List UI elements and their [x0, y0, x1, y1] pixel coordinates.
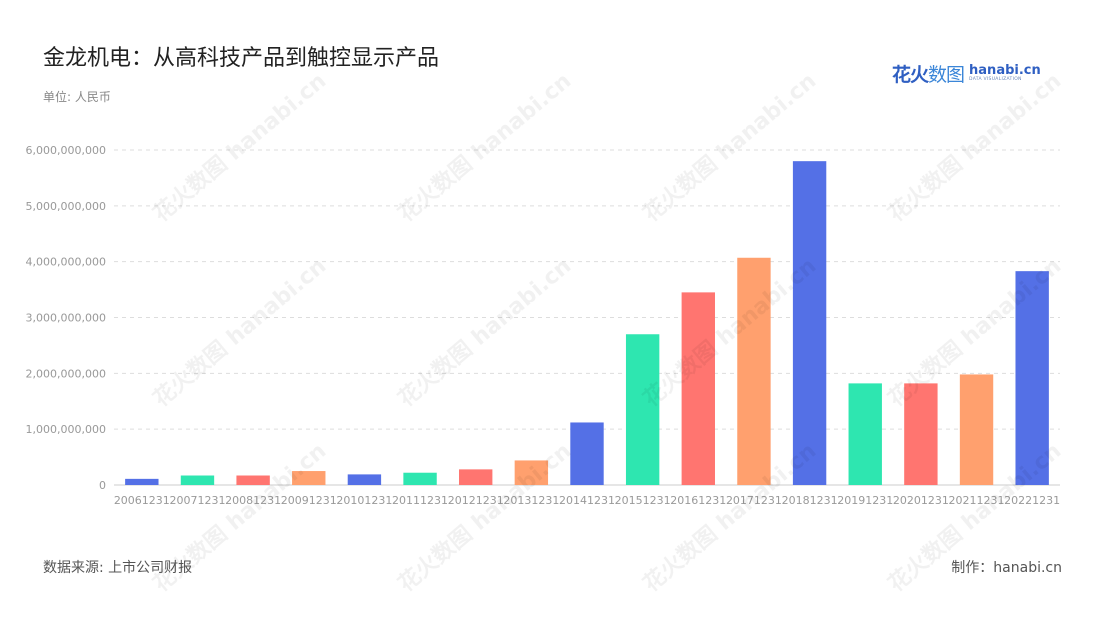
- y-tick-label: 2,000,000,000: [26, 367, 106, 380]
- x-tick-label: 20121231: [448, 494, 504, 507]
- x-tick-label: 20211231: [949, 494, 1005, 507]
- brand-logo-cn: 花火数图: [892, 64, 965, 86]
- x-tick-label: 20081231: [225, 494, 281, 507]
- chart-title: 金龙机电：从高科技产品到触控显示产品: [43, 46, 440, 71]
- bar: [459, 469, 493, 485]
- data-source: 数据来源: 上市公司财报: [43, 560, 193, 576]
- y-tick-label: 5,000,000,000: [26, 200, 106, 213]
- bar: [625, 334, 660, 485]
- bar: [125, 478, 159, 485]
- bar: [347, 474, 382, 485]
- bar: [681, 292, 715, 485]
- bar: [959, 374, 994, 485]
- bar: [292, 471, 326, 485]
- bar: [848, 383, 882, 485]
- x-tick-label: 20061231: [114, 494, 170, 507]
- bar: [737, 257, 771, 485]
- brand-logo: 花火数图 hanabi.cn DATA VISUALIZATION: [892, 60, 1041, 87]
- y-tick-label: 3,000,000,000: [26, 312, 106, 325]
- x-tick-label: 20201231: [893, 494, 949, 507]
- x-tick-label: 20181231: [782, 494, 838, 507]
- credit: 制作：hanabi.cn: [951, 560, 1062, 576]
- y-tick-label: 0: [99, 479, 106, 492]
- x-tick-label: 20091231: [281, 494, 337, 507]
- bar: [1015, 271, 1049, 485]
- x-tick-label: 20151231: [615, 494, 671, 507]
- bar: [904, 383, 938, 485]
- bar: [180, 475, 215, 485]
- bar: [403, 472, 437, 485]
- y-tick-label: 1,000,000,000: [26, 423, 106, 436]
- bar: [236, 475, 270, 485]
- x-tick-label: 20111231: [392, 494, 448, 507]
- x-tick-label: 20221231: [1004, 494, 1060, 507]
- bar: [792, 161, 827, 485]
- x-tick-label: 20141231: [559, 494, 615, 507]
- x-tick-label: 20131231: [503, 494, 559, 507]
- bar: [514, 460, 549, 485]
- x-tick-label: 20161231: [670, 494, 726, 507]
- brand-logo-en: hanabi.cn: [969, 63, 1041, 79]
- brand-logo-tagline: DATA VISUALIZATION: [969, 77, 1022, 83]
- x-tick-label: 20171231: [726, 494, 782, 507]
- y-tick-label: 4,000,000,000: [26, 256, 106, 269]
- x-tick-label: 20191231: [837, 494, 893, 507]
- x-tick-label: 20071231: [169, 494, 225, 507]
- bar: [570, 422, 604, 485]
- y-tick-label: 6,000,000,000: [26, 144, 106, 157]
- x-tick-label: 20101231: [336, 494, 392, 507]
- unit-label: 单位: 人民币: [43, 90, 111, 104]
